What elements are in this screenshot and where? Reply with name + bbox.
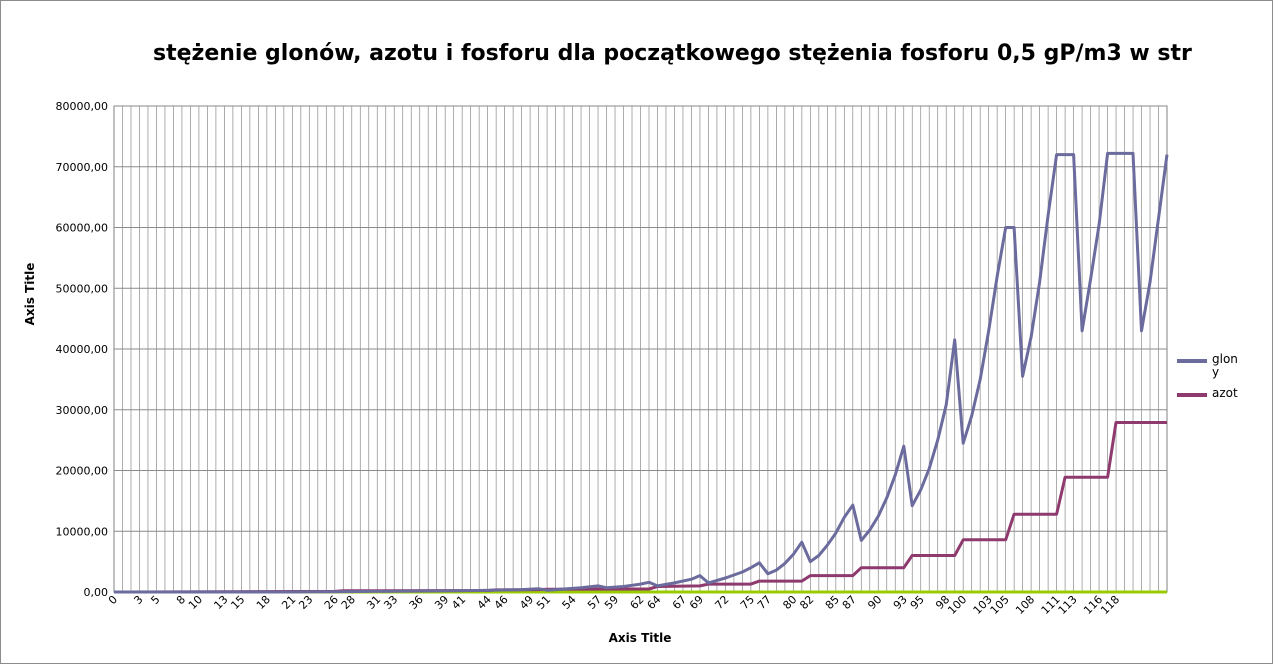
x-tick-label: 28 [339,593,358,612]
x-axis-title: Axis Title [609,631,672,645]
x-tick-label: 113 [1056,593,1080,617]
x-tick-label: 18 [254,593,273,612]
x-tick-label: 0 [106,593,120,607]
series-line-glony [114,151,1169,594]
y-axis-ticks: 0,00 10000,00 20000,00 30000,00 40000,00 5000… [56,100,109,599]
x-tick-label: 100 [945,593,969,617]
x-tick-label: 90 [865,593,884,612]
x-tick-label: 59 [602,593,621,612]
y-tick-label: 30000,00 [56,404,109,417]
legend-label-glony-line2: y [1212,365,1220,379]
x-tick-label: 15 [228,593,247,612]
x-tick-label: 36 [407,593,426,612]
horizontal-gridlines [114,105,1167,593]
y-tick-label: 40000,00 [56,343,109,356]
legend-swatch-azot [1177,393,1207,397]
x-tick-label: 77 [755,593,774,612]
legend-label-azot: azot [1212,386,1238,400]
x-tick-label: 5 [148,593,162,607]
y-tick-label: 20000,00 [56,465,109,478]
x-tick-label: 118 [1098,593,1122,617]
x-tick-label: 72 [712,593,731,612]
x-tick-label: 95 [908,593,927,612]
x-tick-label: 87 [840,593,859,612]
x-tick-label: 105 [988,593,1012,617]
chart-title: stężenie glonów, azotu i fosforu dla poc… [153,41,1192,66]
x-tick-label: 3 [131,593,145,607]
y-axis-title: Axis Title [23,263,37,326]
series-lines [113,151,1169,594]
x-tick-label: 82 [797,593,816,612]
x-tick-label: 33 [381,593,400,612]
y-tick-label: 0,00 [84,586,109,599]
y-tick-label: 10000,00 [56,525,109,538]
x-tick-label: 46 [492,593,511,612]
x-tick-label: 41 [449,593,468,612]
y-tick-label: 70000,00 [56,161,109,174]
x-tick-label: 69 [687,593,706,612]
x-tick-label: 51 [534,593,553,612]
x-tick-label: 64 [645,593,664,612]
x-tick-label: 108 [1013,593,1037,617]
legend-label-glony-line1: glon [1212,352,1238,366]
y-tick-label: 60000,00 [56,222,109,235]
y-tick-label: 80000,00 [56,100,109,113]
x-tick-label: 8 [174,593,188,607]
legend-swatch-glony [1177,359,1207,363]
x-tick-label: 23 [296,593,315,612]
x-tick-label: 54 [560,593,579,612]
x-tick-label: 10 [186,593,205,612]
y-tick-label: 50000,00 [56,282,109,295]
